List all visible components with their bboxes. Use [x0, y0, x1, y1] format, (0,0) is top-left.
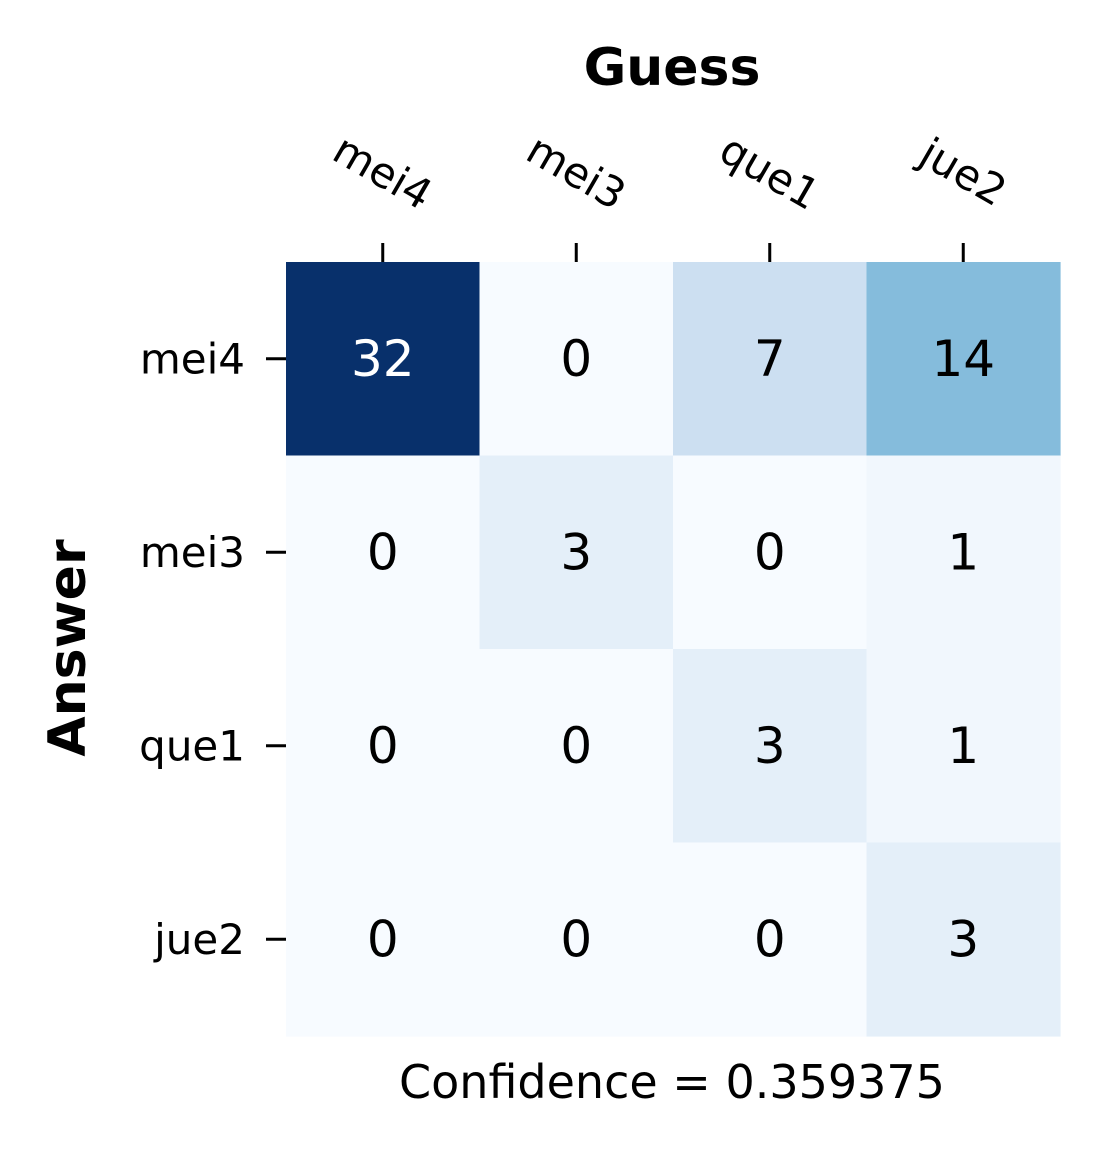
cell-value-mei4-mei3: 0 — [560, 330, 592, 388]
cell-value-mei4-mei4: 32 — [351, 330, 415, 388]
heatmap-cell-mei3-mei4 — [286, 455, 481, 650]
cell-value-mei3-que1: 0 — [754, 523, 786, 581]
cell-value-que1-jue2: 1 — [947, 717, 979, 775]
heatmap-cell-mei3-jue2 — [866, 455, 1061, 650]
heatmap-cell-que1-jue2 — [866, 649, 1061, 844]
y-tick-label-mei4: mei4 — [140, 334, 245, 383]
y-tick-label-jue2: jue2 — [153, 915, 245, 964]
heatmap-cell-mei4-que1 — [673, 262, 868, 457]
confidence-annotation: Confidence = 0.359375 — [399, 1055, 945, 1109]
cell-value-mei3-jue2: 1 — [947, 523, 979, 581]
x-axis-title: Guess — [584, 38, 761, 98]
heatmap-cell-que1-que1 — [673, 649, 868, 844]
x-tick-label-que1: que1 — [712, 124, 828, 219]
cell-value-mei3-mei4: 0 — [367, 523, 399, 581]
heatmap-cell-jue2-jue2 — [866, 842, 1061, 1037]
cell-value-que1-que1: 3 — [754, 717, 786, 775]
x-axis-ticks: mei4 mei3 que1 jue2 — [325, 124, 1015, 262]
cell-value-jue2-que1: 0 — [754, 910, 786, 968]
cell-value-que1-mei4: 0 — [367, 717, 399, 775]
heatmap-cells: 32 0 7 14 0 3 0 1 0 0 3 1 0 0 0 3 — [286, 262, 1061, 1037]
y-tick-label-que1: que1 — [139, 721, 245, 770]
heatmap-cell-mei4-jue2 — [866, 262, 1061, 457]
cell-value-jue2-mei4: 0 — [367, 910, 399, 968]
heatmap-cell-mei3-mei3 — [479, 455, 674, 650]
cell-value-jue2-mei3: 0 — [560, 910, 592, 968]
heatmap-cell-que1-mei3 — [479, 649, 674, 844]
y-axis-title: Answer — [38, 539, 98, 757]
heatmap-cell-jue2-mei3 — [479, 842, 674, 1037]
y-axis-ticks: mei4 mei3 que1 jue2 — [139, 334, 286, 964]
x-tick-label-mei3: mei3 — [518, 124, 634, 219]
x-tick-label-jue2: jue2 — [911, 128, 1015, 216]
cell-value-mei4-jue2: 14 — [931, 330, 995, 388]
heatmap-cell-mei3-que1 — [673, 455, 868, 650]
heatmap-cell-mei4-mei3 — [479, 262, 674, 457]
heatmap-cell-jue2-mei4 — [286, 842, 481, 1037]
cell-value-jue2-jue2: 3 — [947, 910, 979, 968]
heatmap-cell-mei4-mei4 — [286, 262, 481, 457]
cell-value-mei3-mei3: 3 — [560, 523, 592, 581]
cell-value-mei4-que1: 7 — [754, 330, 786, 388]
cell-value-que1-mei3: 0 — [560, 717, 592, 775]
heatmap-cell-jue2-que1 — [673, 842, 868, 1037]
y-tick-label-mei3: mei3 — [140, 528, 245, 577]
heatmap-cell-que1-mei4 — [286, 649, 481, 844]
x-tick-label-mei4: mei4 — [325, 124, 441, 219]
